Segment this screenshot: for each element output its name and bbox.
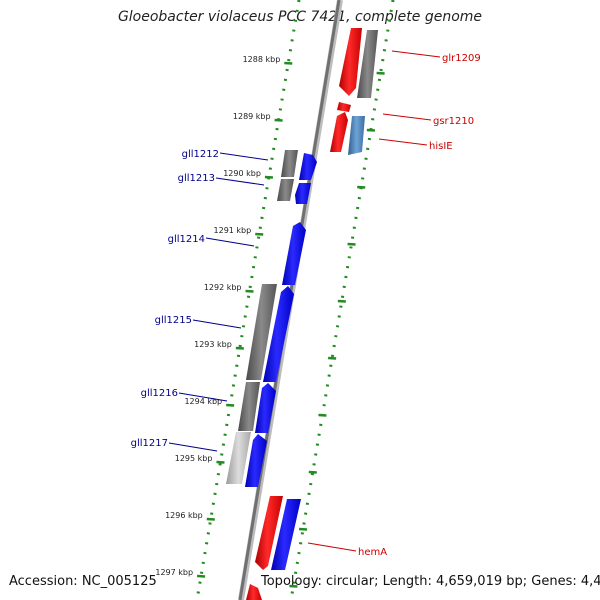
cds-block-gll1212[interactable]: [281, 150, 298, 177]
tick-mark-right: [376, 71, 385, 75]
tick-mark: [255, 232, 264, 236]
cds-block-glr1209[interactable]: [357, 30, 378, 98]
gene-arrow-hemA[interactable]: [271, 499, 301, 570]
gene-label-gll1213[interactable]: gll1213: [178, 173, 215, 184]
gene-label-gll1212[interactable]: gll1212: [182, 149, 219, 160]
label-leaders: [168, 50, 441, 552]
tick-label: 1291 kbp: [214, 226, 252, 235]
gene-label-gll1217[interactable]: gll1217: [131, 438, 168, 449]
tick-label: 1293 kbp: [194, 340, 232, 349]
gene-arrow-gll1215[interactable]: [263, 286, 294, 382]
gene-arrow-gll1213[interactable]: [295, 183, 311, 204]
gene-arrow-hisIE-rna[interactable]: [348, 116, 365, 155]
tick-mark: [206, 517, 215, 521]
tick-mark-right: [337, 299, 346, 303]
gene-arrow-glr1209[interactable]: [339, 28, 362, 96]
tick-label: 1290 kbp: [223, 169, 261, 178]
cds-block-gll1217[interactable]: [226, 432, 251, 484]
tick-mark-right: [357, 185, 366, 189]
cds-block-gll1215[interactable]: [246, 284, 277, 380]
tick-mark-right: [289, 584, 298, 588]
tick-mark: [197, 574, 206, 578]
gene-arrow-hemA-red[interactable]: [255, 496, 283, 570]
gene-arrow-hisIE[interactable]: [330, 112, 348, 152]
gene-arrow-gll1217[interactable]: [245, 434, 267, 487]
gene-label-gll1216[interactable]: gll1216: [141, 388, 178, 399]
cds-block-gll1213[interactable]: [277, 179, 294, 201]
scale-ticks: 1288 kbp 1289 kbp 1290 kbp 1291 kbp 1292 kbp…: [155, 55, 293, 578]
tick-mark: [235, 346, 244, 350]
gene-arrow-next[interactable]: [246, 584, 262, 600]
tick-label: 1294 kbp: [184, 397, 222, 406]
tick-mark-right: [347, 242, 356, 246]
tick-mark: [245, 289, 254, 293]
accession-label: Accession: NC_005125: [9, 574, 157, 589]
gene-label-gsr1210[interactable]: gsr1210: [433, 116, 474, 127]
tick-mark-right: [328, 356, 337, 360]
tick-mark: [216, 460, 225, 464]
tick-label: 1297 kbp: [155, 568, 193, 577]
tick-label: 1296 kbp: [165, 511, 203, 520]
tick-mark-right: [366, 128, 375, 132]
outer-track-right: [289, 0, 395, 600]
genome-info: Topology: circular; Length: 4,659,019 bp…: [261, 574, 600, 589]
tick-mark: [274, 118, 283, 122]
gene-arrow-gll1216[interactable]: [255, 383, 276, 433]
tick-mark-right: [308, 470, 317, 474]
gene-label-gll1214[interactable]: gll1214: [168, 234, 205, 245]
gene-labels: glr1209 gsr1210 hisIE gll1212 gll1213 gl…: [131, 53, 481, 558]
feature-tracks: [195, 0, 395, 600]
gene-arrow-gll1212[interactable]: [299, 153, 317, 180]
tick-mark: [226, 403, 235, 407]
gene-label-glr1209[interactable]: glr1209: [442, 53, 481, 64]
gene-features: [226, 28, 378, 600]
cds-block-gll1216[interactable]: [238, 382, 260, 431]
gene-arrow-gll1214[interactable]: [282, 222, 306, 285]
outer-track-left: [195, 0, 301, 600]
tick-label: 1288 kbp: [243, 55, 281, 64]
tick-mark: [284, 61, 293, 65]
map-title: Gloeobacter violaceus PCC 7421, complete…: [117, 9, 483, 25]
gene-label-hemA[interactable]: hemA: [358, 547, 387, 558]
tick-mark-right: [298, 527, 308, 531]
tick-label: 1292 kbp: [204, 283, 242, 292]
tick-mark: [264, 175, 273, 179]
scale-ticks-right: [289, 71, 385, 588]
gene-label-gll1215[interactable]: gll1215: [155, 315, 192, 326]
tick-label: 1289 kbp: [233, 112, 271, 121]
gene-arrow-gsr1210[interactable]: [337, 102, 351, 112]
tick-label: 1295 kbp: [175, 454, 213, 463]
gene-label-hisIE[interactable]: hisIE: [429, 141, 453, 152]
tick-mark-right: [318, 413, 327, 417]
